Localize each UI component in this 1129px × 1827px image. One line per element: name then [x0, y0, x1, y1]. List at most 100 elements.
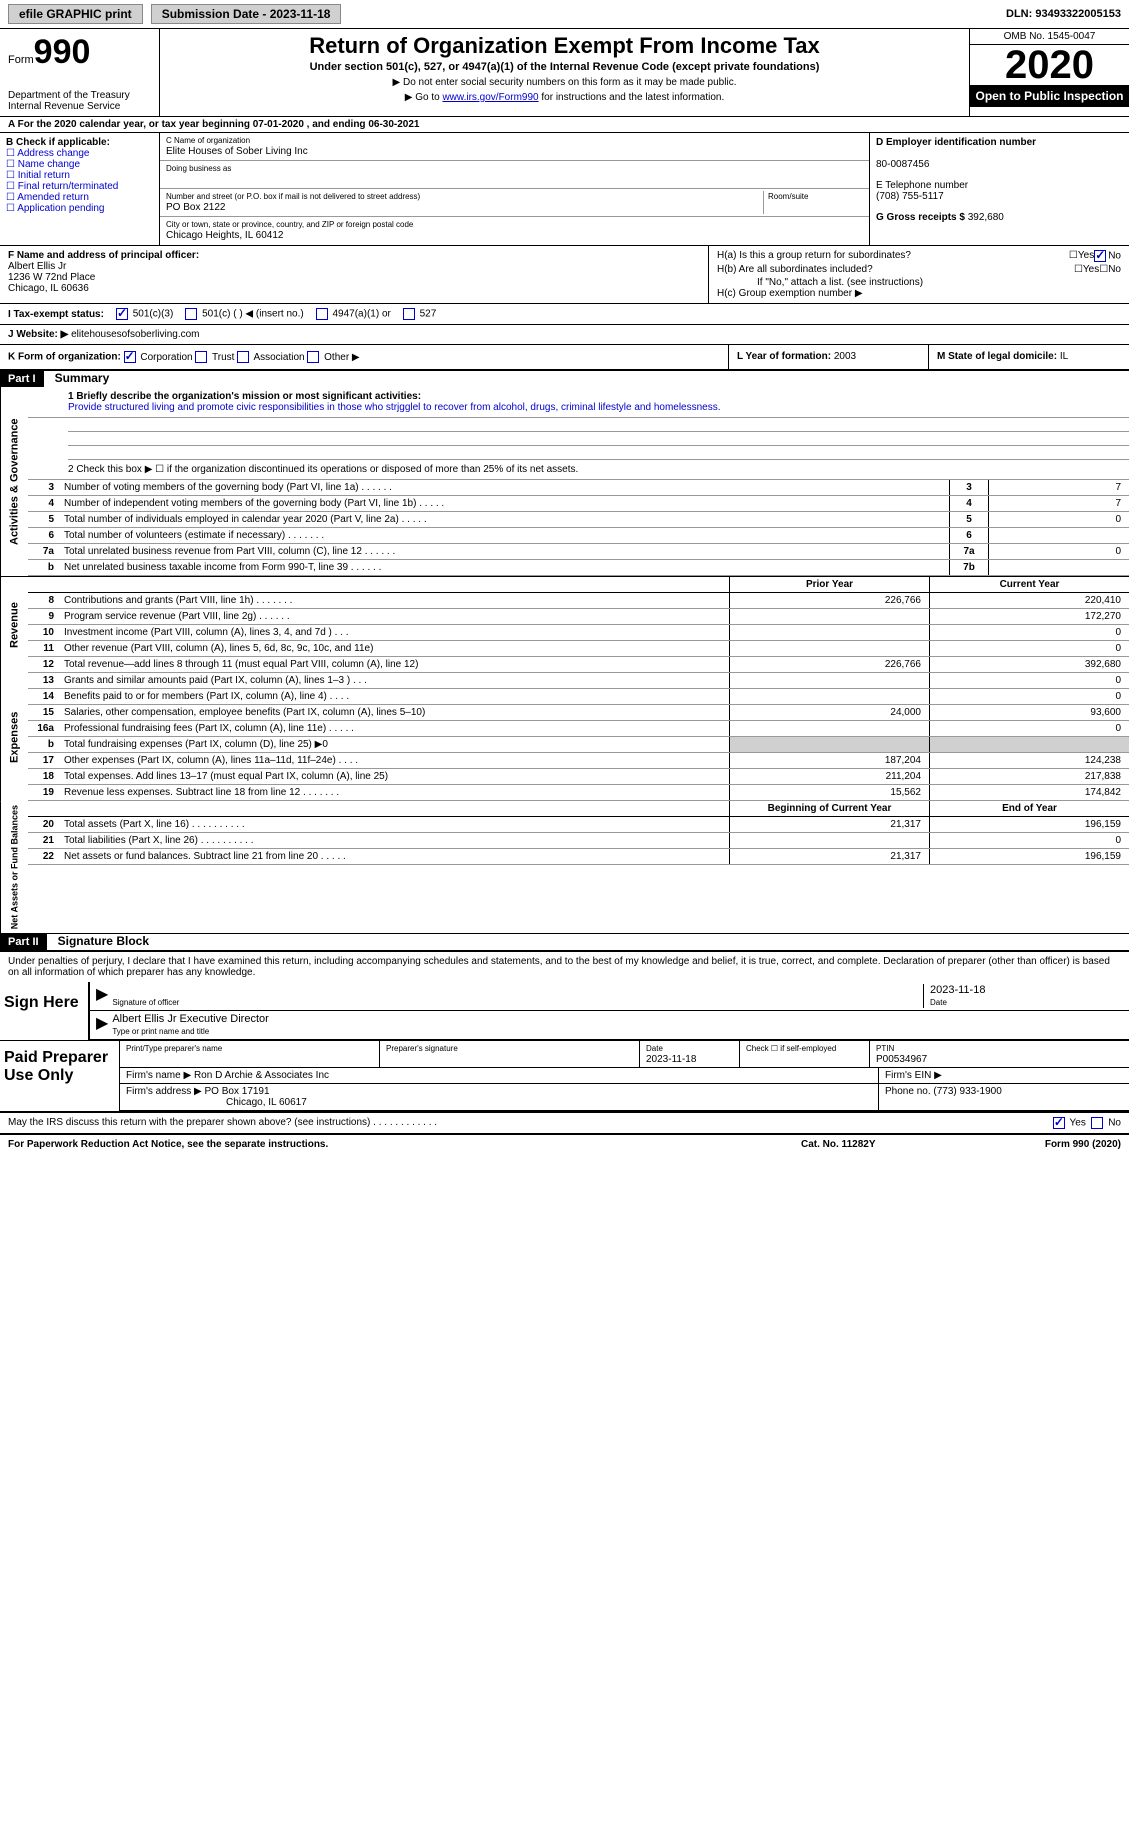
- cy-hdr: Current Year: [929, 577, 1129, 592]
- web-val: elitehousesofsoberliving.com: [71, 329, 199, 340]
- fin-row: 15Salaries, other compensation, employee…: [28, 705, 1129, 721]
- ha-lbl: H(a) Is this a group return for subordin…: [717, 250, 1069, 262]
- tel: (708) 755-5117: [876, 191, 944, 202]
- fin-row: 22Net assets or fund balances. Subtract …: [28, 849, 1129, 865]
- tax-status-row: I Tax-exempt status: 501(c)(3) 501(c) ( …: [0, 304, 1129, 325]
- part2-hdr: Part II: [0, 934, 47, 950]
- form-number: 990: [34, 33, 91, 71]
- ha-no[interactable]: No: [1094, 250, 1121, 262]
- chk-pending[interactable]: ☐ Application pending: [6, 203, 105, 214]
- web-lbl: J Website: ▶: [8, 329, 68, 340]
- gov-row: 6Total number of volunteers (estimate if…: [28, 528, 1129, 544]
- discuss-yes[interactable]: Yes: [1053, 1117, 1086, 1129]
- topbar: efile GRAPHIC print Submission Date - 20…: [0, 0, 1129, 29]
- prep-check-lbl: Check ☐ if self-employed: [746, 1044, 836, 1053]
- open-public: Open to Public Inspection: [970, 85, 1129, 107]
- side-expenses: Expenses: [0, 673, 28, 801]
- firm-phone-lbl: Phone no.: [885, 1086, 931, 1097]
- tax-501c3[interactable]: 501(c)(3): [116, 308, 173, 320]
- chk-final[interactable]: ☐ Final return/terminated: [6, 181, 118, 192]
- part1-hdr: Part I: [0, 371, 44, 387]
- ptin-lbl: PTIN: [876, 1044, 894, 1053]
- goto-post: for instructions and the latest informat…: [539, 92, 725, 103]
- tax-527[interactable]: 527: [403, 308, 436, 320]
- gross: 392,680: [968, 212, 1004, 223]
- k-assoc[interactable]: Association: [237, 352, 304, 363]
- form-subtitle: Under section 501(c), 527, or 4947(a)(1)…: [168, 61, 961, 73]
- gov-row: 4Number of independent voting members of…: [28, 496, 1129, 512]
- fin-row: 16aProfessional fundraising fees (Part I…: [28, 721, 1129, 737]
- q2: 2 Check this box ▶ ☐ if the organization…: [28, 460, 1129, 480]
- officer-addr2: Chicago, IL 60636: [8, 283, 89, 294]
- discuss-no[interactable]: No: [1091, 1117, 1121, 1129]
- col-b-title: B Check if applicable:: [6, 137, 110, 148]
- sig-officer-lbl: Signature of officer: [112, 998, 179, 1007]
- k-other[interactable]: Other ▶: [307, 352, 359, 363]
- ssn-warning: ▶ Do not enter social security numbers o…: [168, 77, 961, 88]
- firm-addr-lbl: Firm's address ▶: [126, 1086, 202, 1097]
- py-hdr: Prior Year: [729, 577, 929, 592]
- officer-name: Albert Ellis Jr: [8, 261, 66, 272]
- side-netassets: Net Assets or Fund Balances: [0, 801, 28, 933]
- fin-row: 13Grants and similar amounts paid (Part …: [28, 673, 1129, 689]
- side-revenue: Revenue: [0, 577, 28, 673]
- addr-lbl: Number and street (or P.O. box if mail i…: [166, 192, 420, 201]
- submission-date: Submission Date - 2023-11-18: [151, 4, 342, 24]
- officer-addr1: 1236 W 72nd Place: [8, 272, 95, 283]
- efile-button[interactable]: efile GRAPHIC print: [8, 4, 143, 24]
- discuss-row: May the IRS discuss this return with the…: [0, 1113, 1129, 1135]
- section-bcd: B Check if applicable: ☐ Address change …: [0, 133, 1129, 246]
- hb-lbl: H(b) Are all subordinates included?: [717, 264, 1074, 275]
- k-trust[interactable]: Trust: [195, 352, 234, 363]
- chk-amended[interactable]: ☐ Amended return: [6, 192, 89, 203]
- gov-row: 3Number of voting members of the governi…: [28, 480, 1129, 496]
- fin-row: 12Total revenue—add lines 8 through 11 (…: [28, 657, 1129, 673]
- city-lbl: City or town, state or province, country…: [166, 220, 413, 229]
- fin-row: 18Total expenses. Add lines 13–17 (must …: [28, 769, 1129, 785]
- l-lbl: L Year of formation:: [737, 351, 831, 362]
- eoy-hdr: End of Year: [929, 801, 1129, 816]
- chk-address[interactable]: ☐ Address change: [6, 148, 89, 159]
- chk-name[interactable]: ☐ Name change: [6, 159, 80, 170]
- tax-year: 2020: [970, 45, 1129, 85]
- preparer-lbl: Paid Preparer Use Only: [0, 1041, 120, 1111]
- dept-treasury: Department of the Treasury Internal Reve…: [8, 90, 151, 112]
- firm-ein-lbl: Firm's EIN ▶: [885, 1070, 942, 1081]
- expenses-section: Expenses 13Grants and similar amounts pa…: [0, 673, 1129, 801]
- tax-4947[interactable]: 4947(a)(1) or: [316, 308, 391, 320]
- discuss-txt: May the IRS discuss this return with the…: [8, 1117, 1053, 1129]
- hb-yes[interactable]: ☐Yes: [1074, 264, 1099, 275]
- section-fh: F Name and address of principal officer:…: [0, 246, 1129, 304]
- prep-name-lbl: Print/Type preparer's name: [126, 1044, 222, 1053]
- tax-501c[interactable]: 501(c) ( ) ◀ (insert no.): [185, 308, 303, 320]
- org-name: Elite Houses of Sober Living Inc: [166, 146, 308, 157]
- firm-name-lbl: Firm's name ▶: [126, 1070, 191, 1081]
- m-val: IL: [1060, 351, 1068, 362]
- bcy-hdr: Beginning of Current Year: [729, 801, 929, 816]
- ha-yes[interactable]: ☐Yes: [1069, 250, 1094, 262]
- website-row: J Website: ▶ elitehousesofsoberliving.co…: [0, 325, 1129, 345]
- fin-row: 21Total liabilities (Part X, line 26) . …: [28, 833, 1129, 849]
- fin-row: bTotal fundraising expenses (Part IX, co…: [28, 737, 1129, 753]
- ein-lbl: D Employer identification number: [876, 137, 1036, 148]
- prep-date: 2023-11-18: [646, 1054, 696, 1065]
- fin-row: 8Contributions and grants (Part VIII, li…: [28, 593, 1129, 609]
- tax-lbl: I Tax-exempt status:: [8, 309, 104, 320]
- dba-lbl: Doing business as: [166, 164, 231, 173]
- chk-initial[interactable]: ☐ Initial return: [6, 170, 70, 181]
- preparer-row: Paid Preparer Use Only Print/Type prepar…: [0, 1041, 1129, 1113]
- header: Form990 Department of the Treasury Inter…: [0, 29, 1129, 117]
- q1-lbl: 1 Briefly describe the organization's mi…: [68, 391, 421, 402]
- form-footer: Form 990 (2020): [961, 1139, 1121, 1150]
- fin-row: 14Benefits paid to or for members (Part …: [28, 689, 1129, 705]
- prep-date-lbl: Date: [646, 1044, 663, 1053]
- ein: 80-0087456: [876, 159, 929, 170]
- firm-addr: PO Box 17191: [205, 1086, 270, 1097]
- goto-pre: ▶ Go to: [405, 92, 443, 103]
- k-corp[interactable]: Corporation: [124, 352, 193, 363]
- irs-link[interactable]: www.irs.gov/Form990: [442, 92, 538, 103]
- hb-no[interactable]: ☐No: [1099, 264, 1121, 275]
- part1-header: Part I Summary: [0, 371, 1129, 387]
- declaration: Under penalties of perjury, I declare th…: [0, 950, 1129, 982]
- k-lbl: K Form of organization:: [8, 352, 121, 363]
